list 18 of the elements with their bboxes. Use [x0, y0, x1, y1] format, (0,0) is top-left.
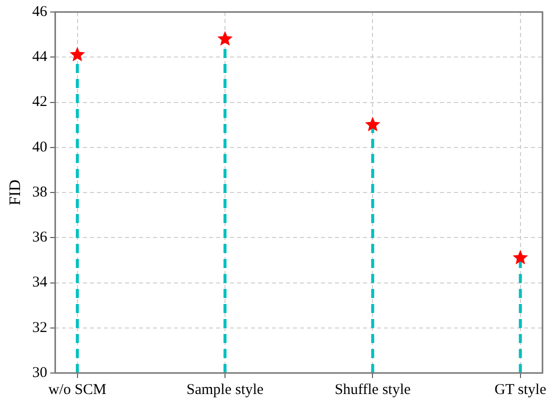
y-axis-title: FID: [6, 180, 24, 206]
point: [513, 250, 528, 264]
y-tick-label: 38: [32, 184, 48, 200]
y-tick-label: 32: [32, 320, 48, 336]
y-tick-label: 46: [32, 4, 48, 20]
y-tick-label: 42: [32, 94, 48, 110]
x-tick-label: GT style: [494, 382, 547, 398]
y-tick-label: 30: [32, 364, 48, 381]
x-tick-label: Sample style: [186, 382, 264, 398]
y-tick-label: 36: [32, 230, 48, 246]
x-tick-label: w/o SCM: [48, 382, 106, 398]
y-tick-label: 44: [32, 49, 48, 66]
y-tick-label: 40: [32, 139, 48, 156]
point: [218, 32, 232, 46]
x-tick-label: Shuffle style: [334, 382, 412, 398]
y-tick-label: 34: [32, 274, 48, 291]
point: [70, 47, 84, 61]
point: [366, 117, 380, 131]
